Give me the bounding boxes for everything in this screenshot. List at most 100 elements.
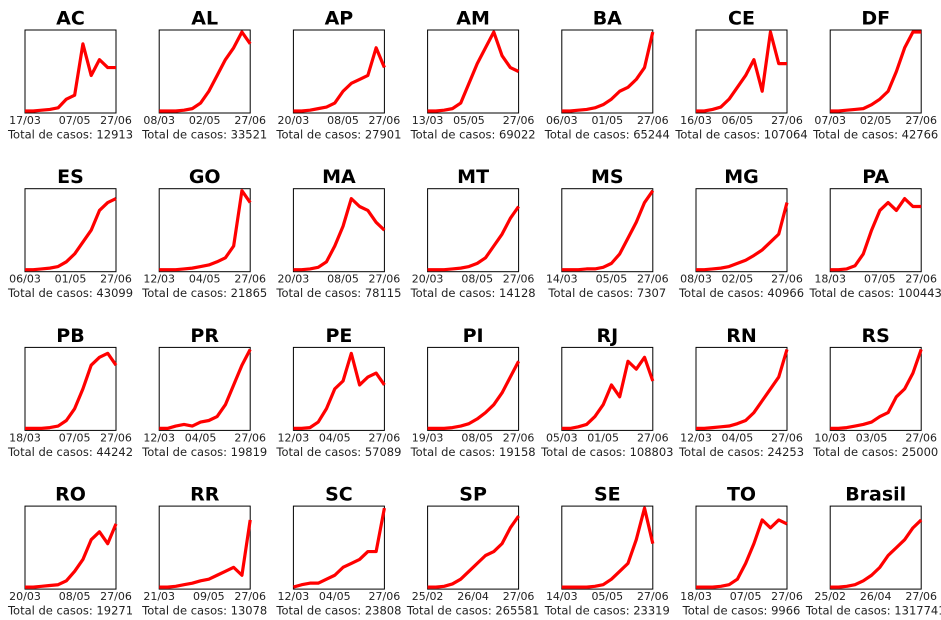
x-tick-label: 07/03: [814, 114, 846, 127]
plot-frame: [427, 346, 520, 431]
subplot-title: PB: [56, 325, 84, 347]
total-cases: Total de casos: 78115: [275, 286, 401, 300]
x-tick-label: 14/03: [546, 273, 578, 286]
x-tick-label: 25/02: [412, 590, 444, 603]
x-tick-label: 27/06: [100, 273, 132, 286]
x-tick-label: 01/05: [587, 431, 619, 444]
plot-frame: [292, 29, 385, 114]
x-tick-label: 26/04: [860, 590, 892, 603]
line: [159, 348, 252, 430]
subplot-title: PR: [190, 325, 219, 347]
plot-frame: [561, 188, 654, 273]
x-tick-label: 05/05: [591, 590, 623, 603]
plot-frame: [695, 29, 788, 114]
x-tick-label: 26/04: [457, 590, 489, 603]
subplot-title: RR: [190, 484, 220, 506]
x-tick-label: 14/03: [546, 590, 578, 603]
line: [427, 205, 520, 272]
x-tick-label: 27/06: [771, 590, 803, 603]
x-tick-label: 08/05: [327, 273, 359, 286]
x-tick-label: 27/06: [771, 114, 803, 127]
subplot-title: AL: [191, 8, 218, 30]
x-tick-label: 20/03: [412, 273, 444, 286]
subplot-title: CE: [728, 8, 755, 30]
line: [159, 519, 252, 589]
line: [696, 348, 789, 430]
line: [561, 189, 655, 272]
subplot-title: MA: [322, 166, 356, 188]
x-tick-label: 27/06: [100, 431, 132, 444]
x-tick-label: 27/06: [503, 431, 535, 444]
total-cases: Total de casos: 12913: [7, 128, 133, 142]
x-tick-label: 02/05: [189, 114, 221, 127]
x-tick-label: 08/05: [59, 590, 91, 603]
x-tick-label: 04/05: [722, 431, 754, 444]
plot-frame: [24, 346, 117, 431]
subplot-title: ES: [57, 166, 84, 188]
total-cases: Total de casos: 108803: [540, 445, 673, 459]
plot-frame: [829, 505, 922, 590]
subplot-title: MS: [591, 166, 624, 188]
x-tick-label: 07/05: [864, 273, 896, 286]
plot-frame: [829, 346, 922, 431]
line: [427, 30, 520, 113]
plot-frame: [695, 188, 788, 273]
x-tick-label: 27/06: [369, 431, 401, 444]
line: [25, 523, 118, 589]
x-tick-label: 27/06: [503, 114, 535, 127]
line: [25, 351, 118, 430]
x-tick-label: 07/05: [59, 114, 91, 127]
x-tick-label: 16/03: [680, 114, 712, 127]
x-tick-label: 27/06: [234, 114, 266, 127]
line: [830, 197, 922, 272]
plot-frame: [24, 505, 117, 590]
x-tick-label: 27/06: [234, 590, 266, 603]
x-tick-label: 27/06: [637, 590, 669, 603]
plot-frame: [292, 505, 385, 590]
x-tick-label: 05/05: [596, 273, 628, 286]
line: [696, 202, 789, 272]
total-cases: Total de casos: 14128: [410, 286, 536, 300]
subplot-title: MG: [724, 166, 759, 188]
line: [25, 42, 116, 113]
total-cases: Total de casos: 33521: [141, 128, 267, 142]
plot-frame: [561, 346, 654, 431]
total-cases: Total de casos: 25000: [812, 445, 938, 459]
plot-frame: [561, 29, 654, 114]
total-cases: Total de casos: 40966: [678, 286, 804, 300]
x-tick-label: 27/06: [905, 431, 937, 444]
subplot-title: AC: [56, 8, 85, 30]
subplot-title: AM: [456, 8, 490, 30]
x-tick-label: 18/03: [9, 431, 41, 444]
x-tick-label: 17/03: [9, 114, 41, 127]
subplot-title: SC: [325, 484, 353, 506]
plot-frame: [158, 505, 251, 590]
x-tick-label: 27/06: [100, 114, 132, 127]
x-tick-label: 27/06: [234, 273, 266, 286]
subplot-title: GO: [189, 166, 221, 188]
x-tick-label: 20/03: [278, 114, 310, 127]
subplot-title: TO: [727, 484, 756, 506]
x-tick-label: 02/05: [722, 273, 754, 286]
plot-frame: [158, 346, 251, 431]
subplot-title: Brasil: [845, 484, 906, 506]
line: [830, 518, 923, 589]
line: [25, 197, 117, 272]
x-tick-label: 08/05: [461, 273, 493, 286]
plot-frame: [158, 29, 251, 114]
subplot-title: RS: [862, 325, 890, 347]
total-cases: Total de casos: 265581: [406, 604, 539, 618]
line: [159, 189, 252, 272]
total-cases: Total de casos: 9966: [682, 604, 801, 618]
subplot-title: RO: [55, 484, 86, 506]
x-tick-label: 08/03: [680, 273, 712, 286]
total-cases: Total de casos: 107064: [674, 128, 807, 142]
x-tick-label: 27/06: [905, 114, 937, 127]
plot-frame: [24, 29, 117, 114]
x-tick-label: 27/06: [369, 114, 401, 127]
x-tick-label: 27/06: [369, 273, 401, 286]
subplot-title: DF: [861, 8, 890, 30]
x-tick-label: 13/03: [412, 114, 444, 127]
line: [159, 30, 252, 113]
plot-frame: [829, 29, 922, 114]
